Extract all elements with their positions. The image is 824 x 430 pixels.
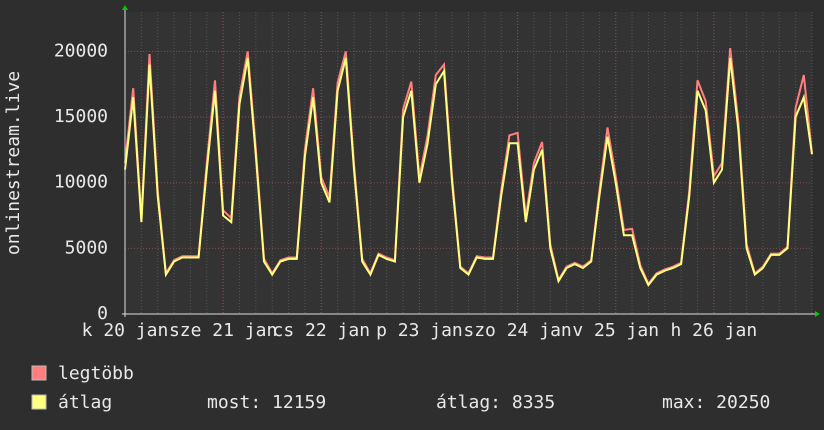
axis-arrow (815, 311, 820, 317)
stat: max: 20250 (662, 392, 770, 413)
x-tick-label: szo 24 jan (463, 320, 571, 341)
y-tick-label: 10000 (54, 172, 108, 193)
legend-label: átlag (58, 392, 112, 413)
x-tick-label: sze 21 jan (169, 320, 277, 341)
x-tick-label: k 20 jan (82, 320, 169, 341)
y-tick-label: 0 (97, 303, 108, 324)
stat: átlag: 8335 (436, 392, 555, 413)
x-tick-label: h 26 jan (671, 320, 758, 341)
x-tick-label: v 25 jan (572, 320, 659, 341)
stat: most: 12159 (207, 392, 326, 413)
x-tick-label: p 23 jan (376, 320, 463, 341)
y-tick-label: 15000 (54, 106, 108, 127)
x-tick-label: cs 22 jan (273, 320, 371, 341)
y-tick-label: 20000 (54, 40, 108, 61)
legend-label: legtöbb (58, 363, 134, 384)
series-line (124, 57, 813, 287)
y-axis-title: onlinestream.live (3, 71, 24, 255)
axis-arrow (122, 5, 128, 10)
legend-swatch (31, 365, 47, 381)
legend-swatch (31, 394, 47, 410)
y-tick-label: 5000 (65, 237, 108, 258)
